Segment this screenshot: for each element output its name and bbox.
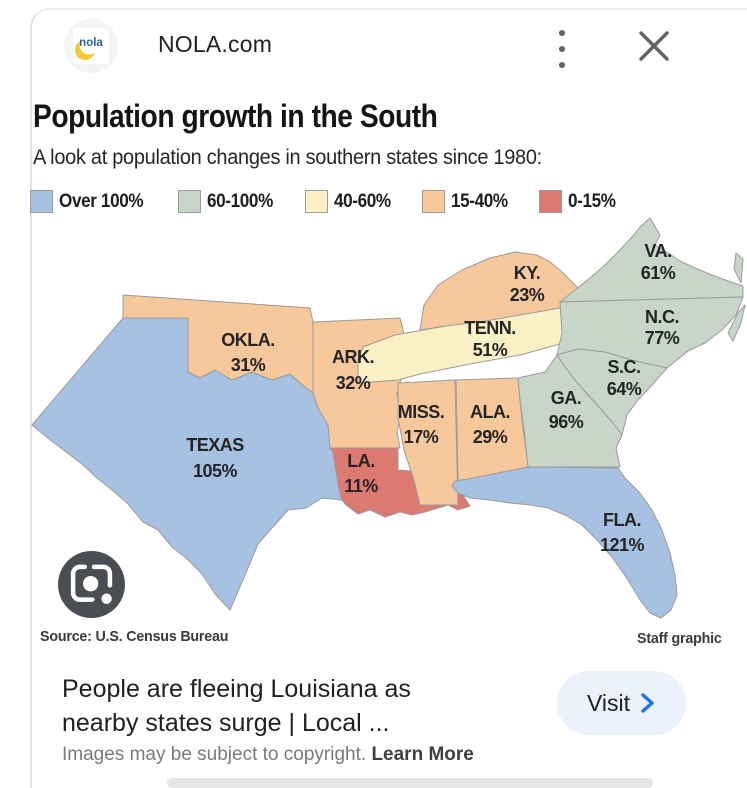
close-button[interactable]	[634, 26, 674, 66]
label-oklahoma: OKLA.	[221, 330, 275, 350]
value-tennessee: 51%	[473, 340, 508, 360]
label-alabama: ALA.	[470, 402, 510, 422]
value-kentucky: 23%	[510, 285, 545, 305]
state-mississippi	[397, 379, 459, 506]
value-georgia: 96%	[549, 412, 584, 432]
virginia-eastern-shore	[733, 252, 744, 284]
nola-logo-text: nola	[79, 37, 103, 49]
label-north-carolina: N.C.	[645, 307, 679, 327]
label-kentucky: KY.	[514, 263, 541, 283]
graphic-subtitle: A look at population changes in southern…	[33, 146, 542, 169]
label-mississippi: MISS.	[398, 402, 445, 422]
google-lens-button[interactable]	[58, 551, 125, 618]
legend-swatch-green	[177, 190, 201, 213]
publisher-name[interactable]: NOLA.com	[158, 31, 273, 57]
graphic-source: Source: U.S. Census Bureau	[40, 628, 229, 645]
kebab-dot	[559, 30, 565, 36]
nola-logo-icon: nola	[73, 28, 109, 64]
more-options-button[interactable]	[555, 28, 569, 70]
value-alabama: 29%	[473, 427, 508, 447]
visit-label: Visit	[587, 689, 631, 716]
outer-banks	[727, 304, 746, 342]
state-georgia	[517, 354, 623, 468]
value-south-carolina: 64%	[607, 379, 642, 399]
value-virginia: 61%	[641, 263, 676, 283]
legend-swatch-orange	[421, 190, 445, 213]
result-title-link[interactable]: People are fleeing Louisiana as nearby s…	[62, 675, 411, 737]
publisher-logo[interactable]: nola	[64, 19, 118, 73]
kebab-dot	[559, 62, 565, 68]
copyright-notice: Images may be subject to copyright. Lear…	[62, 744, 474, 766]
legend-item: Over 100%	[30, 190, 153, 213]
learn-more-link[interactable]: Learn More	[371, 744, 474, 765]
map-legend: Over 100% 60-100% 40-60% 15-40% 0-15%	[30, 190, 646, 213]
label-arkansas: ARK.	[332, 347, 374, 367]
legend-swatch-yellow	[304, 190, 328, 213]
state-virginia	[559, 217, 744, 303]
value-florida: 121%	[600, 535, 645, 555]
kebab-dot	[559, 46, 565, 52]
graphic-title: Population growth in the South	[33, 98, 438, 134]
value-oklahoma: 31%	[231, 355, 266, 375]
value-mississippi: 17%	[404, 427, 439, 447]
label-louisiana: LA.	[347, 451, 375, 471]
chevron-right-icon	[641, 693, 654, 713]
value-texas: 105%	[193, 461, 238, 481]
legend-item: 0-15%	[539, 190, 621, 213]
legend-label: 60-100%	[206, 190, 273, 212]
legend-label: 40-60%	[333, 190, 391, 212]
value-north-carolina: 77%	[645, 328, 680, 348]
legend-item: 15-40%	[421, 190, 514, 213]
state-labels: TEXAS 105% OKLA. 31% ARK. 32% LA. 11% MI…	[186, 241, 680, 555]
label-florida: FLA.	[603, 510, 641, 530]
label-south-carolina: S.C.	[607, 357, 640, 377]
label-georgia: GA.	[551, 388, 582, 408]
copyright-text: Images may be subject to copyright.	[62, 744, 372, 765]
legend-label: Over 100%	[59, 190, 144, 212]
south-states-map[interactable]: TEXAS 105% OKLA. 31% ARK. 32% LA. 11% MI…	[0, 215, 747, 665]
legend-swatch-red	[539, 190, 563, 213]
close-icon	[639, 31, 669, 61]
legend-label: 0-15%	[568, 190, 616, 212]
legend-item: 60-100%	[177, 190, 280, 213]
state-florida	[451, 466, 678, 619]
label-virginia: VA.	[644, 241, 671, 261]
label-texas: TEXAS	[186, 435, 244, 455]
graphic-credit: Staff graphic	[637, 630, 722, 647]
state-kentucky	[419, 251, 591, 331]
legend-label: 15-40%	[450, 190, 508, 212]
legend-swatch-blue	[30, 190, 53, 213]
value-arkansas: 32%	[336, 373, 371, 393]
google-lens-icon	[58, 551, 125, 618]
label-tennessee: TENN.	[464, 318, 516, 338]
value-louisiana: 11%	[344, 476, 378, 496]
visit-button[interactable]: Visit	[557, 671, 687, 735]
next-card-edge	[167, 778, 653, 788]
legend-item: 40-60%	[304, 190, 397, 213]
